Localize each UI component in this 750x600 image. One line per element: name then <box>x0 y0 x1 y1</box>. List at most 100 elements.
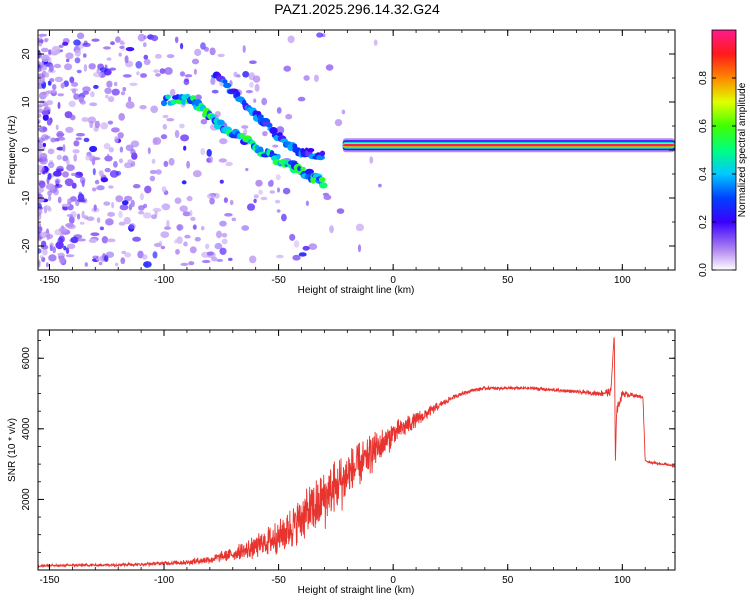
spectrogram-noise-blob <box>138 210 145 215</box>
spectrogram-noise-blob <box>107 211 116 217</box>
spectrogram-noise-blob <box>150 105 159 114</box>
spectrogram-noise-blob <box>118 210 123 218</box>
spectrogram-noise-blob <box>73 154 77 162</box>
spectrogram-noise-blob <box>124 252 132 258</box>
spectrogram-noise-blob <box>73 93 80 100</box>
spectrogram-noise-blob <box>62 41 69 46</box>
spectrogram-noise-blob <box>231 217 236 222</box>
spectrogram-noise-blob <box>66 164 75 171</box>
spectrogram-noise-blob <box>46 233 54 240</box>
spectrogram-noise-blob <box>45 72 50 78</box>
spectrogram-noise-blob <box>41 54 50 62</box>
spectrogram-noise-blob <box>66 214 74 217</box>
spectrogram-noise-blob <box>194 236 201 242</box>
spectrogram-noise-blob <box>180 262 189 266</box>
streak-blob-1 <box>216 119 225 126</box>
spectrogram-noise-blob <box>205 243 210 250</box>
spectrogram-noise-blob <box>48 254 57 262</box>
spectrogram-noise-blob <box>241 125 249 129</box>
spectrogram-noise-blob <box>192 224 197 230</box>
spectrogram-noise-blob <box>355 223 364 232</box>
spectrogram-noise-blob <box>151 35 159 42</box>
spectrogram-noise-blob <box>168 157 175 166</box>
spectrogram-noise-blob <box>100 177 109 183</box>
spectrogram-noise-blob <box>122 74 132 78</box>
spectrogram-noise-blob <box>47 148 55 155</box>
spectrogram-noise-blob <box>293 240 300 248</box>
colorbar-tick-label: 0.4 <box>698 167 709 181</box>
streak-blob-2 <box>319 150 326 157</box>
spectrogram-noise-blob <box>118 52 122 57</box>
spectrogram-noise-blob <box>89 121 94 129</box>
spectrogram-noise-blob <box>114 262 119 267</box>
spectrogram-noise-blob <box>47 190 52 197</box>
spectrogram-noise-blob <box>60 82 65 89</box>
spectrogram-noise-blob <box>73 140 80 147</box>
spectrogram-noise-blob <box>127 159 133 164</box>
streak-blob-2 <box>266 123 273 128</box>
spectrogram-noise-blob <box>193 68 197 75</box>
spectrogram-noise-blob <box>189 209 193 217</box>
spectrogram-noise-blob <box>93 204 97 212</box>
spectrogram-noise-blob <box>38 226 42 234</box>
spectrogram-noise-blob <box>124 162 133 169</box>
spectrogram-noise-blob <box>38 187 44 193</box>
spectrogram-noise-blob <box>92 157 101 161</box>
spectrogram-noise-blob <box>65 254 75 258</box>
streak-blob-1 <box>202 111 208 118</box>
spectrogram-noise-blob <box>53 170 62 177</box>
spectrogram-noise-blob <box>99 67 108 73</box>
spectrogram-noise-blob <box>174 197 182 204</box>
spectrogram-noise-blob <box>285 113 293 120</box>
streak-blob-2 <box>307 148 315 153</box>
streak-blob-1 <box>161 100 167 107</box>
spectrogram-noise-blob <box>74 57 81 64</box>
spectrogram-noise-blob <box>151 158 156 164</box>
spectrogram-noise-blob <box>38 33 47 37</box>
x-tick-label: -150 <box>39 575 59 586</box>
x-tick-label: 0 <box>390 575 396 586</box>
spectrogram-noise-blob <box>96 68 100 74</box>
spectrogram-blobs <box>38 32 382 269</box>
spectrogram-noise-blob <box>176 224 184 231</box>
spectrogram-noise-blob <box>50 89 57 94</box>
spectrogram-noise-blob <box>305 200 309 207</box>
spectrogram-noise-blob <box>38 113 42 119</box>
spectrogram-noise-blob <box>119 204 129 211</box>
spectrogram-noise-blob <box>269 190 276 194</box>
spectrogram-noise-blob <box>276 126 285 135</box>
colorbar-label: Normalized spectral amplitude <box>737 82 748 217</box>
spectrogram-noise-blob <box>322 192 330 197</box>
spectrogram-noise-blob <box>49 244 53 252</box>
spectrogram-noise-blob <box>217 53 225 58</box>
spectrogram-noise-blob <box>58 256 66 264</box>
spectrogram-noise-blob <box>92 255 99 260</box>
spectrogram-noise-blob <box>47 207 52 213</box>
spectrogram-noise-blob <box>67 243 76 250</box>
spectrogram-noise-blob <box>103 201 111 206</box>
streak-blob-1 <box>276 153 281 160</box>
spectrogram-noise-blob <box>70 196 77 202</box>
spectrogram-noise-blob <box>155 73 161 77</box>
spectrogram-noise-blob <box>93 84 99 89</box>
spectrogram-noise-blob <box>55 241 64 250</box>
spectrogram-noise-blob <box>45 103 49 109</box>
spectrogram-noise-blob <box>282 187 291 195</box>
spectrogram-noise-blob <box>96 185 105 191</box>
spectrogram-noise-blob <box>276 107 282 114</box>
spectrogram-noise-blob <box>163 160 169 167</box>
spectrogram-noise-blob <box>94 179 100 185</box>
spectrogram-noise-blob <box>138 205 145 211</box>
spectrogram-noise-blob <box>298 252 307 257</box>
spectrogram-noise-blob <box>152 251 158 259</box>
spectrogram-noise-blob <box>76 69 82 74</box>
x-tick-label: -150 <box>39 275 59 286</box>
spectrogram-noise-blob <box>162 114 169 119</box>
spectrogram-noise-blob <box>85 154 91 161</box>
spectrogram-noise-blob <box>38 52 43 59</box>
snr-y-axis-label: SNR (10 * v/v) <box>7 418 18 482</box>
spectrogram-noise-blob <box>99 226 104 231</box>
spectrogram-noise-blob <box>200 42 206 50</box>
spectrogram-noise-blob <box>189 246 197 254</box>
snr-y-ticks: 2000 4000 6000 <box>21 340 675 571</box>
